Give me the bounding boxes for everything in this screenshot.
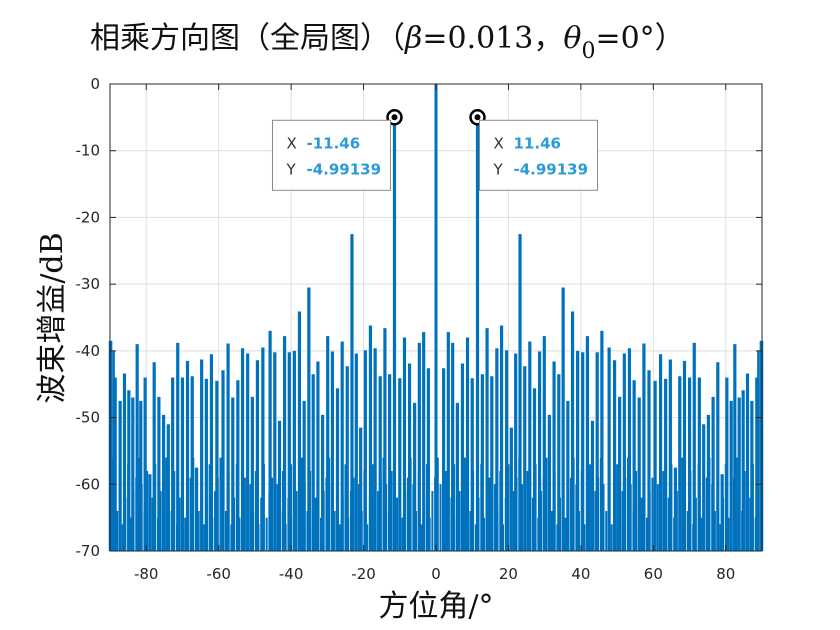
datatip-marker-dot	[391, 114, 398, 121]
y-axis-label: 波束增益/dB	[35, 232, 70, 403]
title-main-text: 相乘方向图（全局图）（	[90, 21, 405, 56]
axis-ticks: -80 -60 -40 -20 0 20 40 60 80 0 -10 -20 -30 -40 -50 -60…	[76, 75, 762, 583]
datatip-x-value: -11.46	[306, 134, 360, 152]
x-tick-label: 40	[571, 565, 590, 583]
datatip-box	[479, 119, 599, 191]
title-beta-value: =0.013，	[422, 21, 563, 56]
y-tick-label: -50	[76, 409, 101, 427]
datatip-x-value: 11.46	[514, 134, 561, 152]
title-beta-symbol: β	[404, 21, 422, 56]
datatip[interactable]: X -11.46 Y -4.99139	[271, 109, 403, 191]
x-tick-label: 80	[716, 565, 735, 583]
datatips[interactable]: X -11.46 Y -4.99139 X 11.46 Y -4.99139	[271, 109, 599, 191]
x-tick-label: 0	[431, 565, 441, 583]
datatip-x-label: X	[494, 134, 504, 152]
x-tick-label: -80	[134, 565, 159, 583]
datatip[interactable]: X 11.46 Y -4.99139	[469, 109, 599, 191]
title-theta-symbol: θ	[563, 21, 581, 56]
datatip-marker-dot	[474, 114, 481, 121]
y-tick-label: -60	[76, 475, 101, 493]
x-tick-label: -40	[279, 565, 304, 583]
title-theta-subscript: 0	[581, 39, 595, 64]
x-tick-label: 60	[644, 565, 663, 583]
x-tick-label: -20	[351, 565, 376, 583]
y-tick-label: -70	[76, 542, 101, 560]
y-tick-label: -10	[76, 142, 101, 160]
y-tick-label: -30	[76, 275, 101, 293]
y-tick-label: -20	[76, 208, 101, 226]
y-tick-label: -40	[76, 342, 101, 360]
title-theta-value: =0°）	[595, 21, 684, 56]
datatip-y-label: Y	[285, 160, 296, 178]
x-tick-label: 20	[499, 565, 518, 583]
datatip-box	[271, 119, 391, 191]
x-axis-label: 方位角/°	[378, 589, 493, 624]
x-tick-label: -60	[206, 565, 231, 583]
datatip-y-value: -4.99139	[306, 160, 381, 178]
datatip-y-label: Y	[493, 160, 504, 178]
datatip-x-label: X	[286, 134, 296, 152]
chart-title: 相乘方向图（全局图）（β=0.013，θ0=0°）	[90, 21, 685, 64]
y-tick-label: 0	[90, 75, 100, 93]
datatip-y-value: -4.99139	[514, 160, 589, 178]
